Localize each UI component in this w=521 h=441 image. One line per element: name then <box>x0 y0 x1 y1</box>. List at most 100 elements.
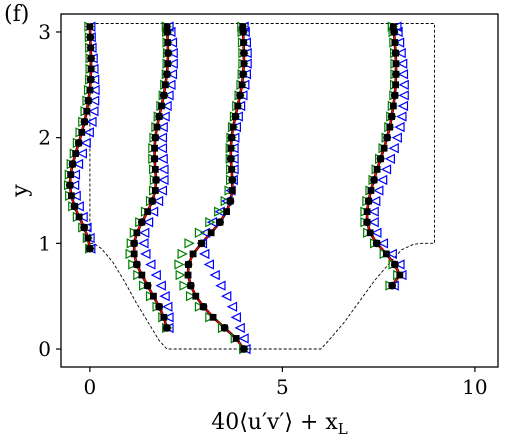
circle-marker <box>383 133 392 142</box>
tri-left-marker <box>76 148 87 159</box>
circle-marker <box>391 49 400 58</box>
square-marker <box>151 165 159 173</box>
square-marker <box>232 335 240 342</box>
tri-left-marker <box>152 195 164 207</box>
circle-marker <box>239 70 248 79</box>
tri-left-marker <box>203 259 215 270</box>
square-marker <box>184 271 192 279</box>
circle-marker <box>86 75 95 84</box>
square-marker <box>84 234 92 242</box>
profile-0 <box>63 21 100 254</box>
tri-left-marker <box>157 121 168 133</box>
plot-frame <box>60 13 499 368</box>
circle-marker <box>70 202 79 211</box>
tri-right-marker <box>179 280 190 291</box>
y-tick-label: 1 <box>38 231 51 255</box>
square-marker <box>164 60 172 68</box>
square-marker <box>392 60 400 68</box>
square-marker <box>151 187 159 194</box>
tri-right-marker <box>125 248 136 260</box>
tri-left-marker <box>376 174 388 186</box>
circle-marker <box>376 154 385 163</box>
tri-left-marker <box>396 111 407 122</box>
square-marker <box>158 102 165 110</box>
square-marker <box>75 213 83 221</box>
y-tick-label: 3 <box>38 20 51 44</box>
square-marker <box>380 144 388 152</box>
tri-left-marker <box>77 211 88 223</box>
square-marker <box>234 102 242 110</box>
tri-left-marker <box>140 248 151 260</box>
tri-right-marker <box>174 259 185 270</box>
circle-marker <box>80 223 89 232</box>
circle-marker <box>226 197 235 205</box>
tri-left-marker <box>397 100 409 112</box>
tri-left-marker <box>163 312 174 323</box>
tri-left-marker <box>368 217 379 228</box>
circle-marker <box>236 91 244 100</box>
circle-marker <box>390 91 399 100</box>
square-marker <box>223 208 230 216</box>
tri-left-marker <box>159 111 170 122</box>
tri-left-marker <box>68 180 80 191</box>
tri-right-marker <box>220 195 231 207</box>
circle-marker <box>184 260 193 269</box>
tri-left-marker <box>388 143 399 154</box>
tri-right-marker <box>138 280 150 291</box>
profile-4 <box>174 21 252 355</box>
circle-marker <box>85 244 94 253</box>
square-marker <box>373 165 381 173</box>
tri-left-marker <box>396 58 408 69</box>
circle-marker <box>130 239 139 248</box>
tri-left-marker <box>72 158 84 170</box>
circle-marker <box>152 176 161 184</box>
tri-left-marker <box>398 79 409 90</box>
square-marker <box>367 187 375 194</box>
square-marker <box>363 208 371 216</box>
square-marker <box>386 123 394 131</box>
circle-marker <box>231 112 240 121</box>
circle-marker <box>390 28 398 36</box>
circle-marker <box>155 302 164 311</box>
tri-left-marker <box>158 164 169 175</box>
tri-left-marker <box>167 58 178 69</box>
circle-marker <box>132 260 141 269</box>
circle-marker <box>65 181 74 190</box>
square-marker <box>238 81 246 89</box>
tri-left-marker <box>139 227 150 238</box>
tri-right-marker <box>184 238 195 249</box>
profile-line <box>69 26 92 249</box>
tri-right-marker <box>214 206 225 217</box>
tri-left-marker <box>73 201 84 212</box>
tri-left-marker <box>147 206 159 217</box>
square-marker <box>86 86 94 94</box>
tri-right-marker <box>194 301 206 312</box>
square-marker <box>78 128 86 136</box>
tri-left-marker <box>377 238 389 249</box>
tri-left-marker <box>88 74 100 85</box>
circle-marker <box>162 323 171 332</box>
circle-marker <box>226 154 235 163</box>
tri-left-marker <box>209 269 220 281</box>
circle-marker <box>363 218 371 227</box>
circle-marker <box>220 323 229 332</box>
square-marker <box>239 23 247 31</box>
circle-marker <box>228 176 237 184</box>
tri-left-marker <box>157 153 168 164</box>
circle-marker <box>199 302 208 311</box>
square-marker <box>209 313 217 321</box>
tri-left-marker <box>226 301 238 312</box>
square-marker <box>229 123 237 131</box>
y-tick-label: 2 <box>38 126 51 150</box>
tri-left-marker <box>69 169 81 180</box>
tri-left-marker <box>138 238 149 249</box>
circle-marker <box>372 239 381 248</box>
circle-marker <box>239 28 248 36</box>
tri-left-marker <box>386 248 397 260</box>
tri-left-marker <box>142 217 154 228</box>
tri-left-marker <box>70 190 81 201</box>
square-marker <box>396 271 404 279</box>
tri-left-marker <box>159 291 170 302</box>
tri-left-marker <box>234 322 245 334</box>
